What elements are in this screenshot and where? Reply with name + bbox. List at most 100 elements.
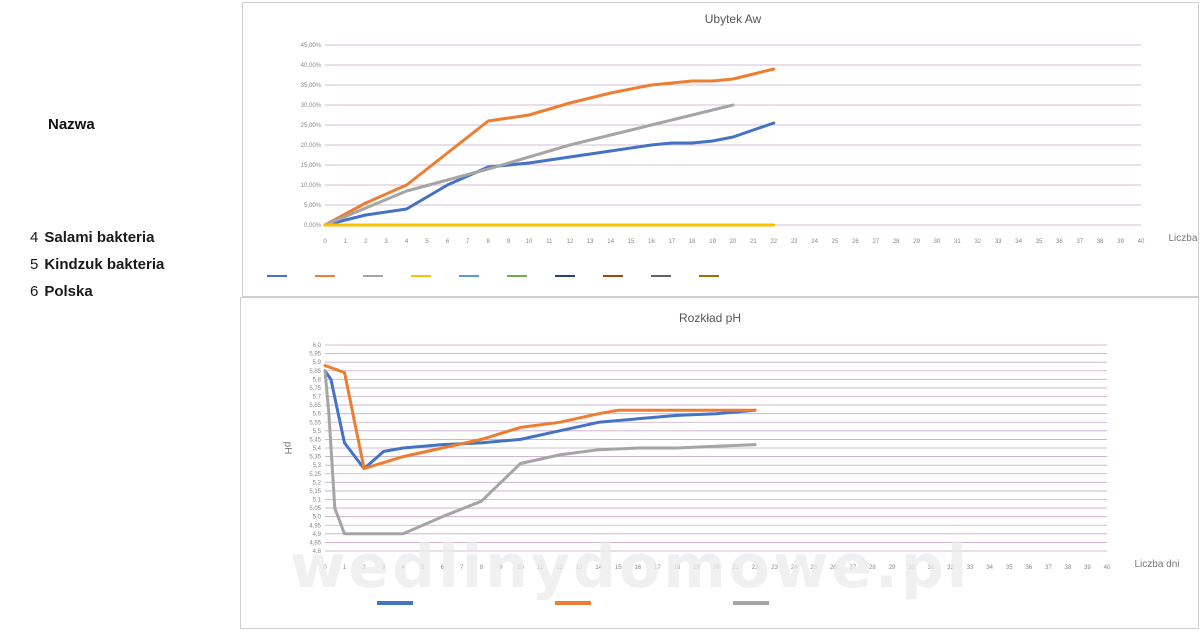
y-axis-title: pH: [282, 442, 293, 455]
x-tick-label: 25: [810, 565, 817, 571]
x-axis-title: Liczba dni: [1134, 559, 1179, 570]
chart-title: Rozkład pH: [679, 311, 741, 325]
x-tick-label: 10: [526, 239, 533, 245]
x-tick-label: 24: [811, 239, 818, 245]
x-tick-label: 30: [934, 239, 941, 245]
x-tick-label: 15: [628, 239, 635, 245]
x-tick-label: 3: [385, 239, 389, 245]
x-tick-label: 32: [947, 565, 954, 571]
y-tick-label: 5,45: [309, 437, 321, 443]
y-tick-label: 0,00%: [304, 223, 322, 229]
x-tick-label: 35: [1006, 565, 1013, 571]
x-tick-label: 34: [986, 565, 993, 571]
x-tick-label: 12: [566, 239, 573, 245]
x-tick-label: 1: [343, 565, 347, 571]
x-tick-label: 23: [771, 565, 778, 571]
y-tick-label: 4,95: [309, 523, 321, 529]
aw-loss-chart: Ubytek Aw 0,00% 5,00% 10,00% 15,00% 20,00% 25,…: [267, 12, 1200, 277]
y-tick-label: 5,35: [309, 455, 321, 461]
x-tick-label: 8: [480, 565, 484, 571]
x-tick-label: 9: [499, 565, 503, 571]
x-tick-label: 20: [713, 565, 720, 571]
x-tick-label: 17: [668, 239, 675, 245]
x-tick-label: 23: [791, 239, 798, 245]
x-tick-label: 1: [344, 239, 348, 245]
y-tick-label: 5,0: [313, 515, 322, 521]
x-tick-label: 19: [709, 239, 716, 245]
x-tick-label: 29: [913, 239, 920, 245]
x-tick-label: 29: [889, 565, 896, 571]
x-tick-label: 3: [382, 565, 386, 571]
list-item-number: 5: [30, 256, 39, 273]
x-tick-label: 10: [517, 565, 524, 571]
x-tick-label: 8: [487, 239, 491, 245]
x-tick-label: 4: [402, 565, 406, 571]
x-tick-label: 40: [1138, 239, 1145, 245]
y-tick-label: 5,3: [313, 463, 322, 469]
x-tick-label: 15: [615, 565, 622, 571]
x-tick-label: 21: [732, 565, 739, 571]
y-tick-label: 6,0: [313, 343, 322, 349]
x-tick-label: 22: [770, 239, 777, 245]
y-tick-label: 5,65: [309, 403, 321, 409]
y-tick-label: 5,05: [309, 506, 321, 512]
y-tick-label: 5,8: [313, 377, 322, 383]
series-line: [323, 364, 757, 471]
x-tick-label: 16: [634, 565, 641, 571]
x-tick-label: 25: [832, 239, 839, 245]
watermark: wedlinydomowe.pl: [290, 532, 971, 602]
x-tick-label: 13: [576, 565, 583, 571]
y-tick-label: 5,85: [309, 369, 321, 375]
y-tick-label: 5,5: [313, 429, 322, 435]
y-tick-label: 10,00%: [301, 183, 322, 189]
y-tick-label: 5,15: [309, 489, 321, 495]
x-tick-label: 31: [928, 565, 935, 571]
x-tick-label: 17: [654, 565, 661, 571]
x-tick-label: 22: [752, 565, 759, 571]
x-tick-label: 39: [1084, 565, 1091, 571]
x-tick-label: 6: [446, 239, 450, 245]
x-tick-label: 34: [1015, 239, 1022, 245]
y-tick-label: 4,85: [309, 540, 321, 546]
y-tick-label: 5,00%: [304, 203, 322, 209]
ph-chart: Rozkład pH 4,8 4,85 4,9 4,95 5,0 5,05 5,1 5,15 5,…: [282, 311, 1180, 605]
x-tick-label: 21: [750, 239, 757, 245]
x-tick-label: 13: [587, 239, 594, 245]
y-tick-label: 4,9: [313, 532, 322, 538]
x-tick-label: 37: [1076, 239, 1083, 245]
x-tick-label: 7: [466, 239, 470, 245]
x-tick-label: 33: [967, 565, 974, 571]
x-tick-label: 28: [893, 239, 900, 245]
y-tick-label: 35,00%: [301, 83, 322, 89]
x-axis-title: Liczba dni: [1168, 233, 1200, 244]
y-tick-label: 5,1: [313, 498, 322, 504]
x-tick-label: 18: [674, 565, 681, 571]
x-tick-label: 14: [595, 565, 602, 571]
chart-title: Ubytek Aw: [705, 12, 762, 26]
y-tick-label: 5,9: [313, 360, 322, 366]
x-tick-label: 24: [791, 565, 798, 571]
x-tick-label: 39: [1117, 239, 1124, 245]
x-tick-label: 37: [1045, 565, 1052, 571]
x-tick-label: 2: [362, 565, 366, 571]
series-line: [323, 67, 776, 227]
x-tick-label: 27: [872, 239, 879, 245]
x-tick-label: 30: [908, 565, 915, 571]
x-tick-label: 11: [546, 239, 553, 245]
x-tick-label: 6: [441, 565, 445, 571]
y-tick-label: 15,00%: [301, 163, 322, 169]
y-tick-label: 5,25: [309, 472, 321, 478]
x-tick-label: 7: [460, 565, 464, 571]
x-tick-label: 35: [1036, 239, 1043, 245]
y-tick-label: 5,2: [313, 480, 322, 486]
x-tick-label: 5: [425, 239, 429, 245]
y-tick-label: 25,00%: [301, 123, 322, 129]
y-tick-label: 40,00%: [301, 63, 322, 69]
y-tick-label: 5,55: [309, 420, 321, 426]
x-tick-label: 12: [556, 565, 563, 571]
x-tick-label: 36: [1056, 239, 1063, 245]
y-tick-label: 45,00%: [301, 43, 322, 49]
y-tick-label: 4,8: [313, 549, 322, 555]
series-line: [323, 369, 757, 536]
x-tick-label: 33: [995, 239, 1002, 245]
